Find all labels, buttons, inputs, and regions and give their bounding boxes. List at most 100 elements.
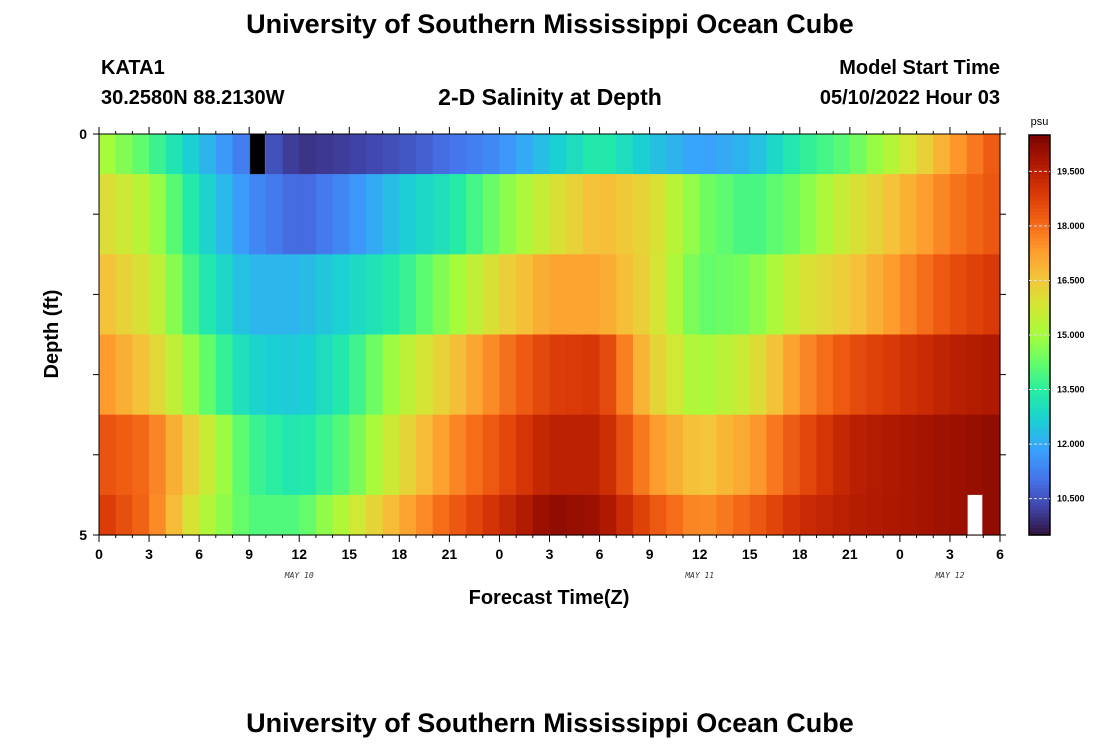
heatmap-cell	[132, 414, 150, 496]
heatmap-cell	[482, 134, 501, 175]
colorbar-swatch	[1029, 513, 1050, 518]
colorbar-swatch	[1029, 502, 1050, 507]
heatmap-cell	[933, 134, 951, 175]
x-tick-label: 21	[442, 546, 458, 562]
heatmap-cell	[816, 134, 834, 175]
heatmap-cell	[682, 134, 701, 175]
heatmap-cell	[716, 254, 734, 336]
heatmap-cell	[899, 414, 918, 496]
heatmap-cell	[382, 334, 400, 416]
heatmap-cell	[149, 134, 167, 175]
heatmap-cell	[866, 494, 884, 536]
heatmap-cell	[816, 494, 834, 536]
heatmap-cell	[332, 334, 350, 416]
colorbar-swatch	[1029, 182, 1050, 187]
x-tick-label: 12	[692, 546, 708, 562]
heatmap-cell	[983, 414, 1001, 496]
heatmap-cell	[582, 134, 601, 175]
heatmap-cell	[165, 174, 184, 255]
missing-data-cell	[967, 494, 983, 535]
heatmap-cell	[149, 334, 167, 416]
heatmap-cell	[849, 254, 868, 336]
heatmap-cell	[265, 414, 284, 496]
heatmap-cell	[532, 254, 551, 336]
colorbar-swatch	[1029, 244, 1050, 249]
heatmap-cell	[499, 174, 517, 255]
heatmap-cell	[749, 134, 768, 175]
colorbar-swatch	[1029, 429, 1050, 434]
heatmap-cell	[382, 494, 400, 536]
colorbar-swatch	[1029, 164, 1050, 169]
colorbar-swatch	[1029, 233, 1050, 238]
model-start-label: Model Start Time	[839, 57, 1000, 79]
heatmap-cell	[733, 254, 751, 336]
heatmap-cell	[115, 134, 133, 175]
heatmap-cell	[582, 254, 601, 336]
main-title: University of Southern Mississippi Ocean…	[246, 9, 854, 39]
heatmap-cell	[499, 334, 517, 416]
colorbar-swatch	[1029, 389, 1050, 394]
heatmap-cell	[416, 414, 434, 496]
x-axis-label: Forecast Time(Z)	[469, 587, 630, 609]
colorbar-swatch	[1029, 331, 1050, 336]
heatmap-cell	[849, 134, 868, 175]
heatmap-cell	[916, 254, 934, 336]
heatmap-cell	[182, 414, 200, 496]
heatmap-cell	[349, 334, 367, 416]
heatmap-cell	[783, 334, 801, 416]
colorbar-swatch	[1029, 527, 1050, 532]
colorbar-swatch	[1029, 320, 1050, 325]
heatmap-cell	[182, 494, 200, 536]
heatmap-cell	[232, 254, 250, 336]
heatmap-cell	[816, 334, 834, 416]
colorbar-swatch	[1029, 269, 1050, 274]
colorbar-swatch	[1029, 407, 1050, 412]
heatmap-cell	[199, 134, 217, 175]
heatmap-cell	[799, 414, 818, 496]
heatmap-cell	[766, 254, 784, 336]
heatmap-cell	[165, 494, 184, 536]
heatmap-cell	[682, 254, 701, 336]
colorbar-swatch	[1029, 167, 1050, 172]
colorbar-swatch	[1029, 404, 1050, 409]
x-date-label: MAY 11	[684, 571, 714, 580]
colorbar-swatch	[1029, 458, 1050, 463]
heatmap-cell	[416, 494, 434, 536]
heatmap-cell	[466, 174, 484, 255]
colorbar-swatch	[1029, 473, 1050, 478]
heatmap-cell	[883, 334, 901, 416]
heatmap-cell	[949, 414, 968, 496]
heatmap-cell	[749, 254, 768, 336]
heatmap-cell	[899, 334, 918, 416]
heatmap-cell	[482, 414, 501, 496]
heatmap-cell	[482, 494, 501, 536]
heatmap-cell	[115, 494, 133, 536]
colorbar-unit-label: psu	[1031, 116, 1049, 128]
heatmap-cell	[899, 174, 918, 255]
colorbar-swatch	[1029, 385, 1050, 391]
heatmap-cell	[332, 494, 350, 536]
colorbar-swatch	[1029, 378, 1050, 383]
heatmap-cell	[682, 174, 701, 255]
heatmap-cell	[99, 174, 117, 255]
heatmap-cell	[215, 254, 234, 336]
heatmap-cell	[866, 334, 884, 416]
colorbar-swatch	[1029, 153, 1050, 158]
heatmap-cell	[466, 334, 484, 416]
heatmap-cell	[833, 254, 851, 336]
heatmap-cell	[399, 334, 417, 416]
heatmap-cell	[382, 414, 400, 496]
heatmap-cell	[332, 134, 350, 175]
colorbar-tick-label: 15.000	[1057, 330, 1085, 340]
heatmap-cell	[249, 494, 267, 536]
heatmap-cell	[432, 254, 450, 336]
heatmap-cell	[649, 494, 667, 536]
heatmap-cell	[299, 134, 317, 175]
heatmap-cell	[149, 494, 167, 536]
heatmap-cell	[382, 174, 400, 255]
colorbar: 19.500 18.000 16.500 15.000 13.500 12.000 10.5…	[1028, 116, 1085, 536]
heatmap-cell	[165, 254, 184, 336]
heatmap-cell	[99, 494, 117, 536]
heatmap-cell	[799, 334, 818, 416]
colorbar-swatch	[1029, 415, 1050, 420]
